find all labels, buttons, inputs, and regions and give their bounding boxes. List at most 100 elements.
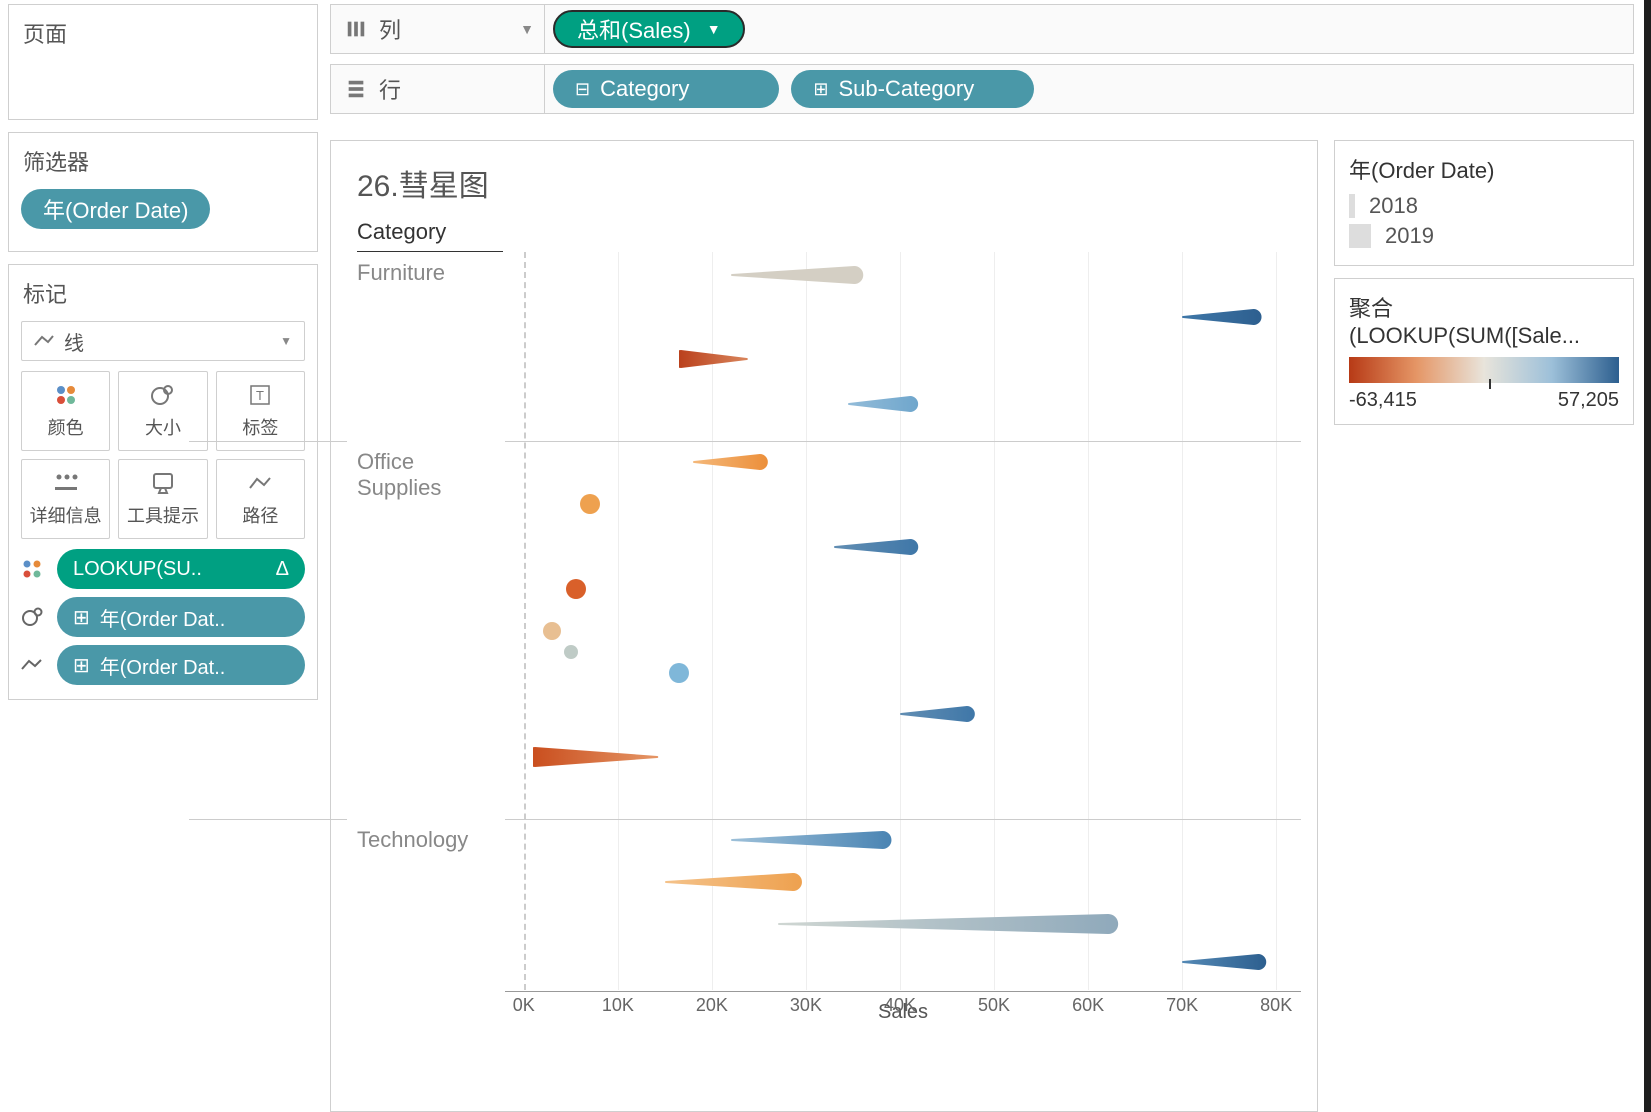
plus-box-icon: ⊞ — [813, 79, 828, 100]
rows-shelf[interactable]: 行 ⊟ Category ⊞ Sub-Category — [330, 64, 1634, 114]
mark-card-label[interactable]: T 标签 — [216, 371, 305, 451]
mark-card-icon — [150, 382, 176, 408]
comet-mark — [847, 394, 928, 414]
marks-title: 标记 — [9, 265, 317, 321]
rows-label: 行 — [379, 73, 401, 105]
size-legend-label: 2018 — [1369, 193, 1418, 219]
comet-mark — [1181, 952, 1276, 972]
mark-card-label: 工具提示 — [127, 502, 199, 528]
mark-card-label: 颜色 — [48, 414, 84, 440]
filter-pill-orderdate[interactable]: 年(Order Date) — [21, 189, 210, 229]
filter-pill-label: 年(Order Date) — [43, 193, 188, 225]
mark-card-icon — [151, 470, 175, 496]
color-min-label: -63,415 — [1349, 389, 1417, 412]
columns-label: 列 — [379, 13, 401, 45]
category-label: Furniture — [347, 252, 497, 286]
comet-mark — [533, 745, 679, 769]
x-tick-label: 10K — [602, 995, 634, 1016]
mark-card-path[interactable]: 路径 — [216, 459, 305, 539]
x-tick-label: 50K — [978, 995, 1010, 1016]
mark-card-icon — [54, 382, 78, 408]
mark-card-tooltip[interactable]: 工具提示 — [118, 459, 207, 539]
dropdown-icon: ▼ — [520, 21, 534, 37]
rows-shelf-label[interactable]: 行 — [331, 65, 545, 113]
mark-card-label: 大小 — [145, 414, 181, 440]
chart-title: 26.彗星图 — [357, 161, 1301, 205]
pill-prefix-icon: ⊞ — [73, 605, 90, 630]
gridline — [1182, 252, 1183, 990]
chart-view[interactable]: 26.彗星图 Category Furniture Office Supplies… — [330, 140, 1318, 1112]
pages-title: 页面 — [9, 5, 317, 61]
comet-mark — [899, 704, 985, 724]
dropdown-icon: ▼ — [280, 334, 292, 348]
size-legend-item[interactable]: 2018 — [1349, 193, 1619, 219]
pill-label: Sub-Category — [838, 76, 974, 102]
mark-type-selector[interactable]: 线 ▼ — [21, 321, 305, 361]
pill-suffix: Δ — [276, 558, 289, 581]
columns-shelf-label[interactable]: 列 ▼ — [331, 5, 545, 53]
marks-panel[interactable]: 标记 线 ▼ 颜色 大小 T 标签详细信息工具提示 路径 LOOKUP(SU.. Δ ⊞… — [8, 264, 318, 700]
dot-mark — [669, 663, 689, 683]
mark-card-label: 详细信息 — [30, 502, 102, 528]
mark-card-color[interactable]: 颜色 — [21, 371, 110, 451]
category-header: Category — [357, 219, 503, 252]
comet-mark — [777, 912, 1130, 936]
row-separator — [189, 441, 347, 442]
gridline — [994, 252, 995, 990]
mark-pill[interactable]: ⊞ 年(Order Dat.. — [57, 597, 305, 637]
x-tick-label: 80K — [1260, 995, 1292, 1016]
row-separator — [505, 441, 1301, 442]
mark-card-detail[interactable]: 详细信息 — [21, 459, 110, 539]
mark-pill[interactable]: ⊞ 年(Order Dat.. — [57, 645, 305, 685]
filters-panel[interactable]: 筛选器 年(Order Date) — [8, 132, 318, 252]
comet-mark — [664, 871, 813, 893]
mark-card-icon — [53, 470, 79, 496]
x-tick-label: 60K — [1072, 995, 1104, 1016]
x-tick-label: 0K — [513, 995, 535, 1016]
x-tick-label: 70K — [1166, 995, 1198, 1016]
category-label: Office Supplies — [347, 441, 497, 501]
rows-pill-category[interactable]: ⊟ Category — [553, 70, 779, 108]
mark-pill-glyph — [21, 605, 49, 629]
mark-card-label: 路径 — [242, 502, 278, 528]
svg-text:T: T — [256, 388, 264, 403]
mark-pill-label: LOOKUP(SU.. — [73, 558, 202, 581]
pill-prefix-icon: ⊞ — [73, 653, 90, 678]
dot-mark — [564, 645, 578, 659]
pill-label: Category — [600, 76, 689, 102]
size-legend-title: 年(Order Date) — [1349, 153, 1619, 185]
gridline — [524, 252, 526, 990]
mark-card-size[interactable]: 大小 — [118, 371, 207, 451]
minus-box-icon: ⊟ — [575, 79, 590, 100]
caret-icon: ▼ — [707, 21, 721, 37]
mark-pill[interactable]: LOOKUP(SU.. Δ — [57, 549, 305, 589]
comet-mark — [730, 264, 874, 286]
comet-mark — [730, 829, 902, 851]
dot-mark — [580, 494, 600, 514]
pill-label: 总和(Sales) — [577, 13, 691, 45]
comet-mark — [692, 452, 778, 472]
color-max-label: 57,205 — [1558, 389, 1619, 412]
rows-pill-subcategory[interactable]: ⊞ Sub-Category — [791, 70, 1034, 108]
comet-mark — [833, 537, 928, 557]
gridline — [618, 252, 619, 990]
mark-card-label: 标签 — [242, 414, 278, 440]
size-legend[interactable]: 年(Order Date) 2018 2019 — [1334, 140, 1634, 266]
mark-card-icon: T — [249, 382, 271, 408]
size-legend-item[interactable]: 2019 — [1349, 223, 1619, 249]
dot-mark — [543, 622, 561, 640]
color-legend-title: 聚合(LOOKUP(SUM([Sale... — [1349, 291, 1619, 349]
dot-mark — [566, 579, 586, 599]
row-separator — [189, 819, 347, 820]
x-tick-label: 40K — [884, 995, 916, 1016]
filters-title: 筛选器 — [9, 133, 317, 189]
color-legend[interactable]: 聚合(LOOKUP(SUM([Sale... -63,415 57,205 — [1334, 278, 1634, 425]
gradient-marker — [1489, 379, 1491, 389]
pages-panel[interactable]: 页面 — [8, 4, 318, 120]
mark-type-label: 线 — [64, 327, 84, 356]
columns-shelf[interactable]: 列 ▼ 总和(Sales) ▼ — [330, 4, 1634, 54]
columns-icon — [345, 18, 367, 40]
columns-pill-sales[interactable]: 总和(Sales) ▼ — [553, 10, 745, 48]
comet-mark — [679, 348, 767, 370]
row-separator — [505, 819, 1301, 820]
